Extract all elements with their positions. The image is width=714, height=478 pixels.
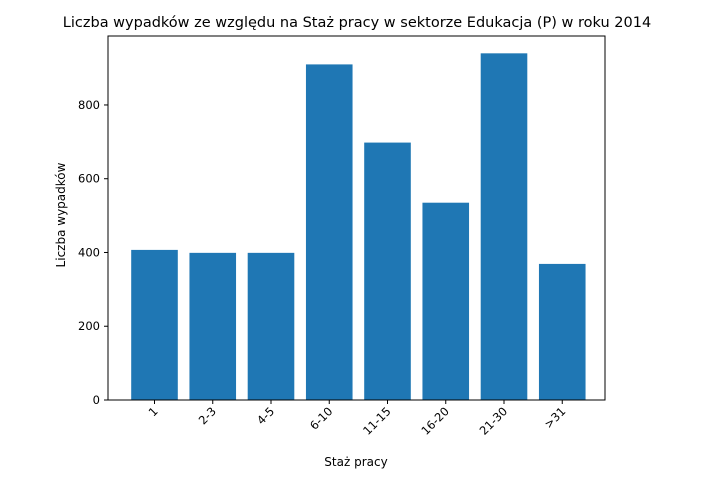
bar-2 bbox=[247, 252, 295, 400]
bar-7 bbox=[538, 263, 586, 400]
x-tick-label-4: 11-15 bbox=[360, 404, 394, 438]
x-tick-label-5: 16-20 bbox=[418, 404, 452, 438]
bar-6 bbox=[480, 53, 528, 400]
x-tick-label-3: 6-10 bbox=[307, 404, 335, 432]
x-tick-label-6: 21-30 bbox=[477, 404, 511, 438]
x-tick-label-0: 1 bbox=[146, 404, 161, 419]
bar-4 bbox=[364, 142, 411, 400]
x-tick-label-2: 4-5 bbox=[254, 404, 277, 427]
y-axis: 0 200 400 600 800 bbox=[78, 98, 108, 407]
bar-1 bbox=[189, 252, 237, 400]
bar-5 bbox=[422, 202, 470, 400]
y-tick-label-2: 400 bbox=[78, 245, 100, 259]
plot-frame bbox=[107, 35, 606, 401]
y-tick-label-3: 600 bbox=[78, 172, 100, 186]
x-tick-label-1: 2-3 bbox=[196, 404, 219, 427]
bar-0 bbox=[131, 249, 178, 400]
chart-title: Liczba wypadków ze względu na Staż pracy… bbox=[63, 15, 651, 31]
bars-group bbox=[131, 53, 586, 401]
y-axis-label: Liczba wypadków bbox=[54, 162, 68, 267]
bar-3 bbox=[305, 64, 353, 401]
y-tick-label-0: 0 bbox=[93, 393, 100, 407]
y-tick-label-4: 800 bbox=[78, 98, 100, 112]
x-axis: 1 2-3 4-5 6-10 11-15 16-20 21-30 >31 bbox=[146, 400, 568, 438]
x-tick-label-7: >31 bbox=[541, 404, 568, 431]
x-axis-label: Staż pracy bbox=[324, 455, 387, 469]
y-tick-label-1: 200 bbox=[78, 319, 100, 333]
